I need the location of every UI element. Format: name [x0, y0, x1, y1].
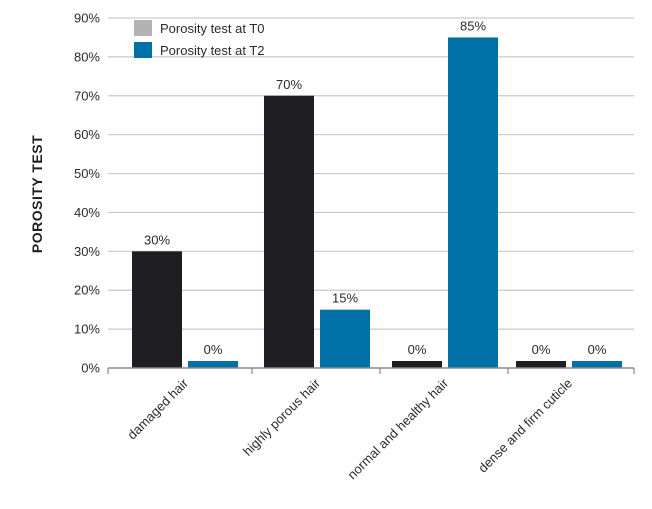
y-axis-title: POROSITY TEST	[29, 135, 45, 253]
value-label-s1-2: 0%	[408, 342, 427, 357]
category-label-3: dense and firm cuticle	[475, 376, 575, 476]
value-labels: 30% 0% 70% 15% 0% 85% 0% 0%	[144, 18, 607, 357]
y-tick-label-80: 80%	[74, 49, 100, 64]
value-label-s2-3: 0%	[588, 342, 607, 357]
grid-lines	[108, 17, 634, 330]
category-labels: damaged hair highly porous hair normal and…	[124, 375, 575, 482]
bar-s2-1	[320, 309, 370, 368]
category-label-0: damaged hair	[124, 375, 191, 442]
x-axis	[107, 367, 635, 374]
bar-s1-1	[264, 95, 314, 369]
value-label-s2-2: 85%	[460, 18, 486, 33]
bar-s2-2	[448, 37, 498, 368]
bar-s1-3	[516, 361, 566, 368]
value-label-s1-1: 70%	[276, 77, 302, 92]
y-tick-label-60: 60%	[74, 127, 100, 142]
bar-s2-0	[188, 361, 238, 368]
y-axis-ticks: 0% 10% 20% 30% 40% 50% 60% 70% 80% 90%	[74, 11, 100, 376]
y-tick-label-90: 90%	[74, 11, 100, 26]
y-tick-label-50: 50%	[74, 166, 100, 181]
category-label-2: normal and healthy hair	[344, 375, 451, 482]
y-tick-label-10: 10%	[74, 322, 100, 337]
y-tick-label-20: 20%	[74, 283, 100, 298]
y-tick-label-40: 40%	[74, 205, 100, 220]
y-tick-label-30: 30%	[74, 244, 100, 259]
legend-swatch-2	[134, 42, 152, 58]
bars	[132, 37, 622, 369]
legend-label-2: Porosity test at T2	[160, 43, 265, 58]
value-label-s2-1: 15%	[332, 291, 358, 306]
legend: Porosity test at T0 Porosity test at T2	[134, 20, 265, 58]
value-label-s2-0: 0%	[204, 342, 223, 357]
category-label-1: highly porous hair	[240, 375, 324, 459]
bar-s2-3	[572, 361, 622, 368]
legend-label-1: Porosity test at T0	[160, 21, 265, 36]
value-label-s1-3: 0%	[532, 342, 551, 357]
legend-swatch-1	[134, 20, 152, 36]
y-tick-label-70: 70%	[74, 88, 100, 103]
y-tick-label-0: 0%	[81, 361, 100, 376]
value-label-s1-0: 30%	[144, 232, 170, 247]
bar-s1-2	[392, 361, 442, 368]
bar-s1-0	[132, 251, 182, 368]
